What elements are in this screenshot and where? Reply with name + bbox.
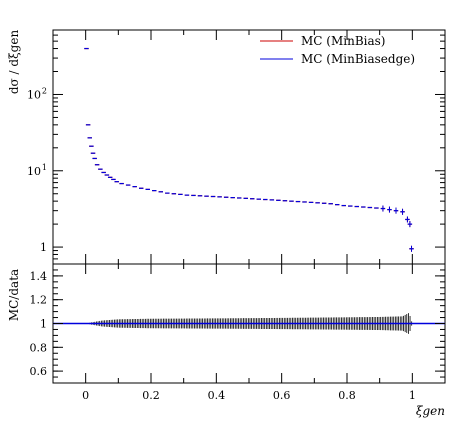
x-tick-label: 0.4: [208, 389, 226, 402]
main-series-group: [84, 47, 414, 252]
x-tick-label: 0.6: [273, 389, 291, 402]
ratio-y-axis-title: MC/data: [7, 269, 21, 321]
ratio-y-ticks: 0.6 0.8 1 1.2 1.4: [30, 269, 445, 378]
main-y-tick-label: 10: [27, 88, 41, 101]
ratio-y-tick-label: 1.2: [30, 294, 48, 307]
ratio-panel: 0.6 0.8 1 1.2 1.4 0 0.2 0.4 0.6 0.8 1 MC/data ξge…: [7, 263, 446, 418]
legend-label-minbias: MC (MinBias): [301, 34, 385, 48]
main-y-tick-exponent: 1: [42, 163, 47, 172]
x-tick-label: 1: [409, 389, 416, 402]
main-y-tick-exponent: 2: [42, 86, 47, 95]
x-tick-label: 0.8: [338, 389, 356, 402]
ratio-x-ticks: 0 0.2 0.4 0.6 0.8 1: [52, 264, 446, 402]
main-x-ticks: [52, 30, 446, 264]
legend-label-minbiasedge: MC (MinBiasedge): [301, 52, 415, 66]
ratio-y-tick-label: 1.4: [30, 270, 48, 283]
ratio-y-tick-label: 0.6: [30, 365, 48, 378]
legend: MC (MinBias) MC (MinBiasedge): [260, 34, 415, 66]
main-y-tick-label: 10: [27, 165, 41, 178]
ratio-y-tick-label: 0.8: [30, 341, 48, 354]
main-y-tick-label: 1: [40, 241, 47, 254]
x-tick-label: 0: [82, 389, 89, 402]
x-tick-label: 0.2: [142, 389, 160, 402]
main-y-axis-title: dσ / dξgen: [7, 30, 21, 95]
ratio-y-tick-label: 1: [40, 318, 47, 331]
x-axis-title: ξgen: [416, 404, 445, 418]
